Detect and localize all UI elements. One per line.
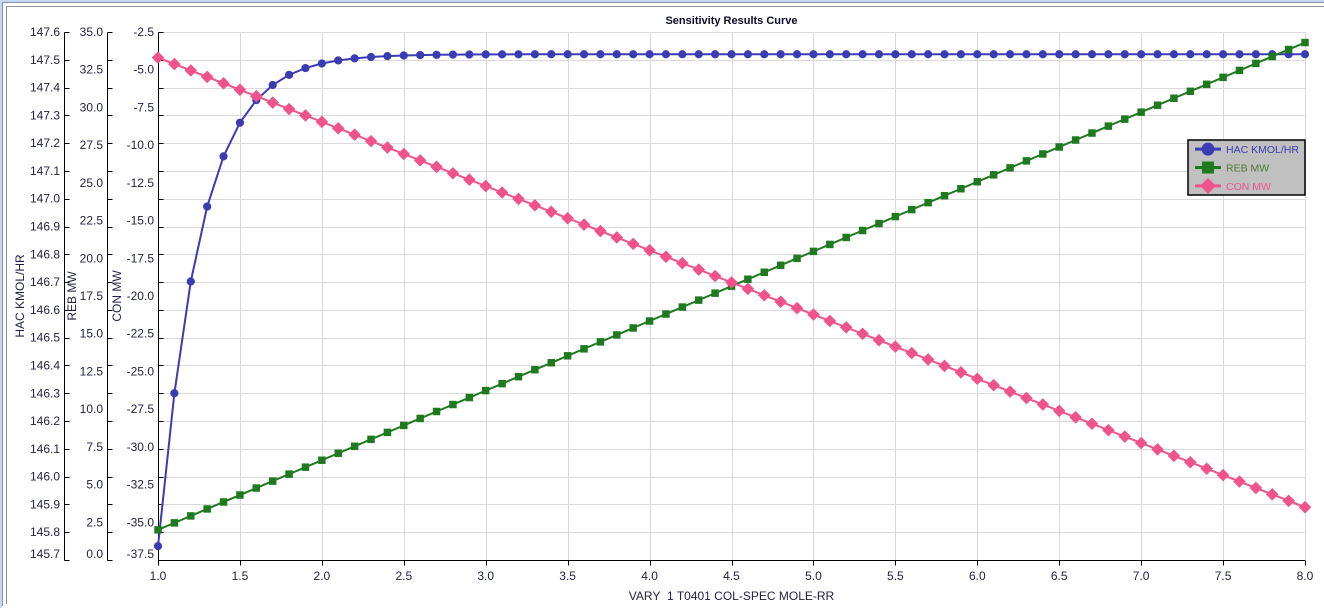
svg-text:-25.0: -25.0 xyxy=(127,364,155,378)
svg-text:145.9: 145.9 xyxy=(30,497,60,511)
svg-text:5.0: 5.0 xyxy=(86,478,103,492)
svg-text:HAC KMOL/HR: HAC KMOL/HR xyxy=(1226,144,1299,156)
svg-text:2.5: 2.5 xyxy=(86,515,103,529)
svg-text:147.3: 147.3 xyxy=(30,108,60,122)
svg-text:30.0: 30.0 xyxy=(80,100,104,114)
svg-text:147.1: 147.1 xyxy=(30,164,60,178)
svg-text:147.2: 147.2 xyxy=(30,136,60,150)
svg-text:35.0: 35.0 xyxy=(80,25,104,39)
svg-text:-15.0: -15.0 xyxy=(127,214,155,228)
svg-text:146.0: 146.0 xyxy=(30,470,60,484)
svg-text:20.0: 20.0 xyxy=(80,251,104,265)
svg-text:25.0: 25.0 xyxy=(80,176,104,190)
svg-text:4.0: 4.0 xyxy=(641,569,658,583)
svg-text:CON MW: CON MW xyxy=(1226,181,1271,193)
svg-text:REB MW: REB MW xyxy=(1226,163,1269,175)
svg-text:-7.5: -7.5 xyxy=(133,100,154,114)
svg-text:32.5: 32.5 xyxy=(80,63,104,77)
svg-text:7.5: 7.5 xyxy=(86,440,103,454)
svg-text:HAC KMOL/HR: HAC KMOL/HR xyxy=(13,254,27,338)
svg-text:-17.5: -17.5 xyxy=(127,251,155,265)
svg-text:3.5: 3.5 xyxy=(559,569,576,583)
svg-text:0.0: 0.0 xyxy=(86,547,103,561)
svg-text:22.5: 22.5 xyxy=(80,214,104,228)
svg-text:REB MW: REB MW xyxy=(65,271,79,321)
svg-text:147.4: 147.4 xyxy=(30,81,60,95)
svg-text:146.6: 146.6 xyxy=(30,303,60,317)
svg-text:-2.5: -2.5 xyxy=(133,25,154,39)
svg-text:147.0: 147.0 xyxy=(30,192,60,206)
svg-text:147.6: 147.6 xyxy=(30,25,60,39)
svg-text:17.5: 17.5 xyxy=(80,289,104,303)
svg-text:-22.5: -22.5 xyxy=(127,327,155,341)
svg-text:145.7: 145.7 xyxy=(30,547,60,561)
svg-text:12.5: 12.5 xyxy=(80,364,104,378)
svg-text:2.0: 2.0 xyxy=(314,569,331,583)
svg-text:-30.0: -30.0 xyxy=(127,440,155,454)
svg-text:-5.0: -5.0 xyxy=(133,63,154,77)
svg-text:10.0: 10.0 xyxy=(80,402,104,416)
svg-text:6.0: 6.0 xyxy=(969,569,986,583)
svg-text:146.2: 146.2 xyxy=(30,414,60,428)
svg-text:5.5: 5.5 xyxy=(887,569,904,583)
svg-text:CON MW: CON MW xyxy=(110,270,124,322)
svg-text:145.8: 145.8 xyxy=(30,525,60,539)
svg-text:27.5: 27.5 xyxy=(80,138,104,152)
svg-text:147.5: 147.5 xyxy=(30,53,60,67)
svg-text:7.0: 7.0 xyxy=(1133,569,1150,583)
svg-text:-27.5: -27.5 xyxy=(127,402,155,416)
svg-text:1.0: 1.0 xyxy=(150,569,167,583)
svg-text:146.4: 146.4 xyxy=(30,358,60,372)
svg-text:1.5: 1.5 xyxy=(232,569,249,583)
svg-text:-10.0: -10.0 xyxy=(127,138,155,152)
svg-text:2.5: 2.5 xyxy=(395,569,412,583)
svg-text:146.3: 146.3 xyxy=(30,386,60,400)
svg-text:146.9: 146.9 xyxy=(30,220,60,234)
svg-text:5.0: 5.0 xyxy=(805,569,822,583)
svg-text:-35.0: -35.0 xyxy=(127,515,155,529)
svg-text:VARY 1 T0401 COL-SPEC MOLE-RR: VARY 1 T0401 COL-SPEC MOLE-RR xyxy=(629,589,835,603)
svg-text:-20.0: -20.0 xyxy=(127,289,155,303)
svg-text:-37.5: -37.5 xyxy=(127,547,155,561)
svg-text:146.8: 146.8 xyxy=(30,247,60,261)
svg-text:7.5: 7.5 xyxy=(1215,569,1232,583)
svg-text:8.0: 8.0 xyxy=(1297,569,1314,583)
svg-text:3.0: 3.0 xyxy=(477,569,494,583)
svg-text:15.0: 15.0 xyxy=(80,327,104,341)
svg-text:146.1: 146.1 xyxy=(30,442,60,456)
svg-text:146.7: 146.7 xyxy=(30,275,60,289)
svg-text:-32.5: -32.5 xyxy=(127,478,155,492)
svg-text:4.5: 4.5 xyxy=(723,569,740,583)
svg-text:-12.5: -12.5 xyxy=(127,176,155,190)
svg-text:6.5: 6.5 xyxy=(1051,569,1068,583)
svg-text:146.5: 146.5 xyxy=(30,331,60,345)
